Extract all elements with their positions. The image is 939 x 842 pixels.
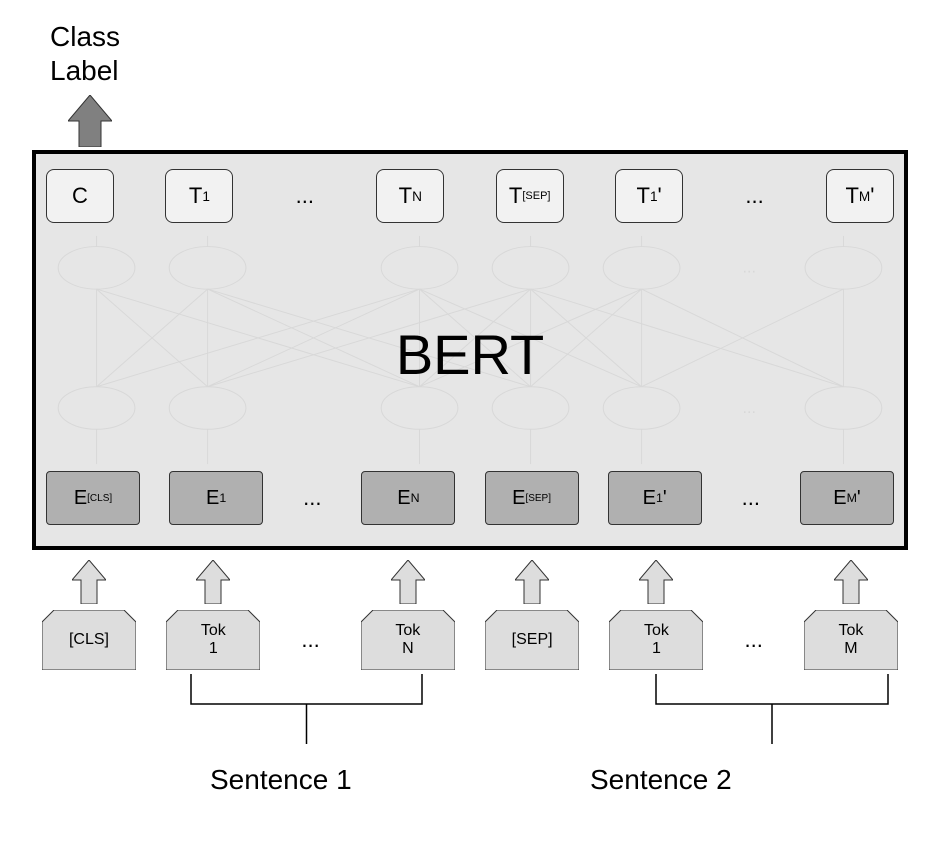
input-token-box: Tok1 [166,610,260,670]
input-arrow [609,560,703,604]
output-box: TM' [826,169,894,223]
input-arrow-row [42,560,898,604]
sentence-1-bracket [20,674,920,754]
class-label: ClassLabel [50,20,120,87]
ellipsis: ... [285,183,325,209]
input-arrow [361,560,455,604]
output-token-row: C T1... TN T[SEP] T1'... TM' [46,166,894,226]
input-token-box: [SEP] [485,610,579,670]
sentence-label: Sentence 1 [210,764,352,796]
output-box: T1' [615,169,683,223]
embedding-box: E[CLS] [46,471,140,525]
input-arrow [485,560,579,604]
input-token-box: TokM [804,610,898,670]
input-arrow [42,560,136,604]
bert-diagram: ClassLabel [20,20,920,820]
embedding-row: E[CLS] E1... EN E[SEP] E1'... EM' [46,468,894,528]
ellipsis: ... [734,627,774,653]
output-box: C [46,169,114,223]
embedding-box: E1' [608,471,702,525]
embedding-box: EN [361,471,455,525]
model-name: BERT [36,322,904,387]
input-token-box: [CLS] [42,610,136,670]
embedding-box: EM' [800,471,894,525]
output-box: T[SEP] [496,169,564,223]
output-box: TN [376,169,444,223]
sentence-bracket [656,674,888,744]
bert-model-box: ... ... C T1... TN T[SEP] T1'... TM' BERT E[C… [32,150,908,550]
ellipsis: ... [292,485,332,511]
svg-text:...: ... [743,260,756,277]
output-box: T1 [165,169,233,223]
ellipsis: ... [735,183,775,209]
embedding-box: E1 [169,471,263,525]
input-token-box: TokN [361,610,455,670]
sentence-bracket [191,674,422,744]
input-arrow [166,560,260,604]
sentence-label: Sentence 2 [590,764,732,796]
ellipsis: ... [291,627,331,653]
embedding-box: E[SEP] [485,471,579,525]
svg-text:...: ... [743,400,756,417]
ellipsis: ... [731,485,771,511]
input-token-row: [CLS] Tok1... TokN [SEP] Tok1... TokM [42,610,898,670]
input-arrow [804,560,898,604]
input-token-box: Tok1 [609,610,703,670]
